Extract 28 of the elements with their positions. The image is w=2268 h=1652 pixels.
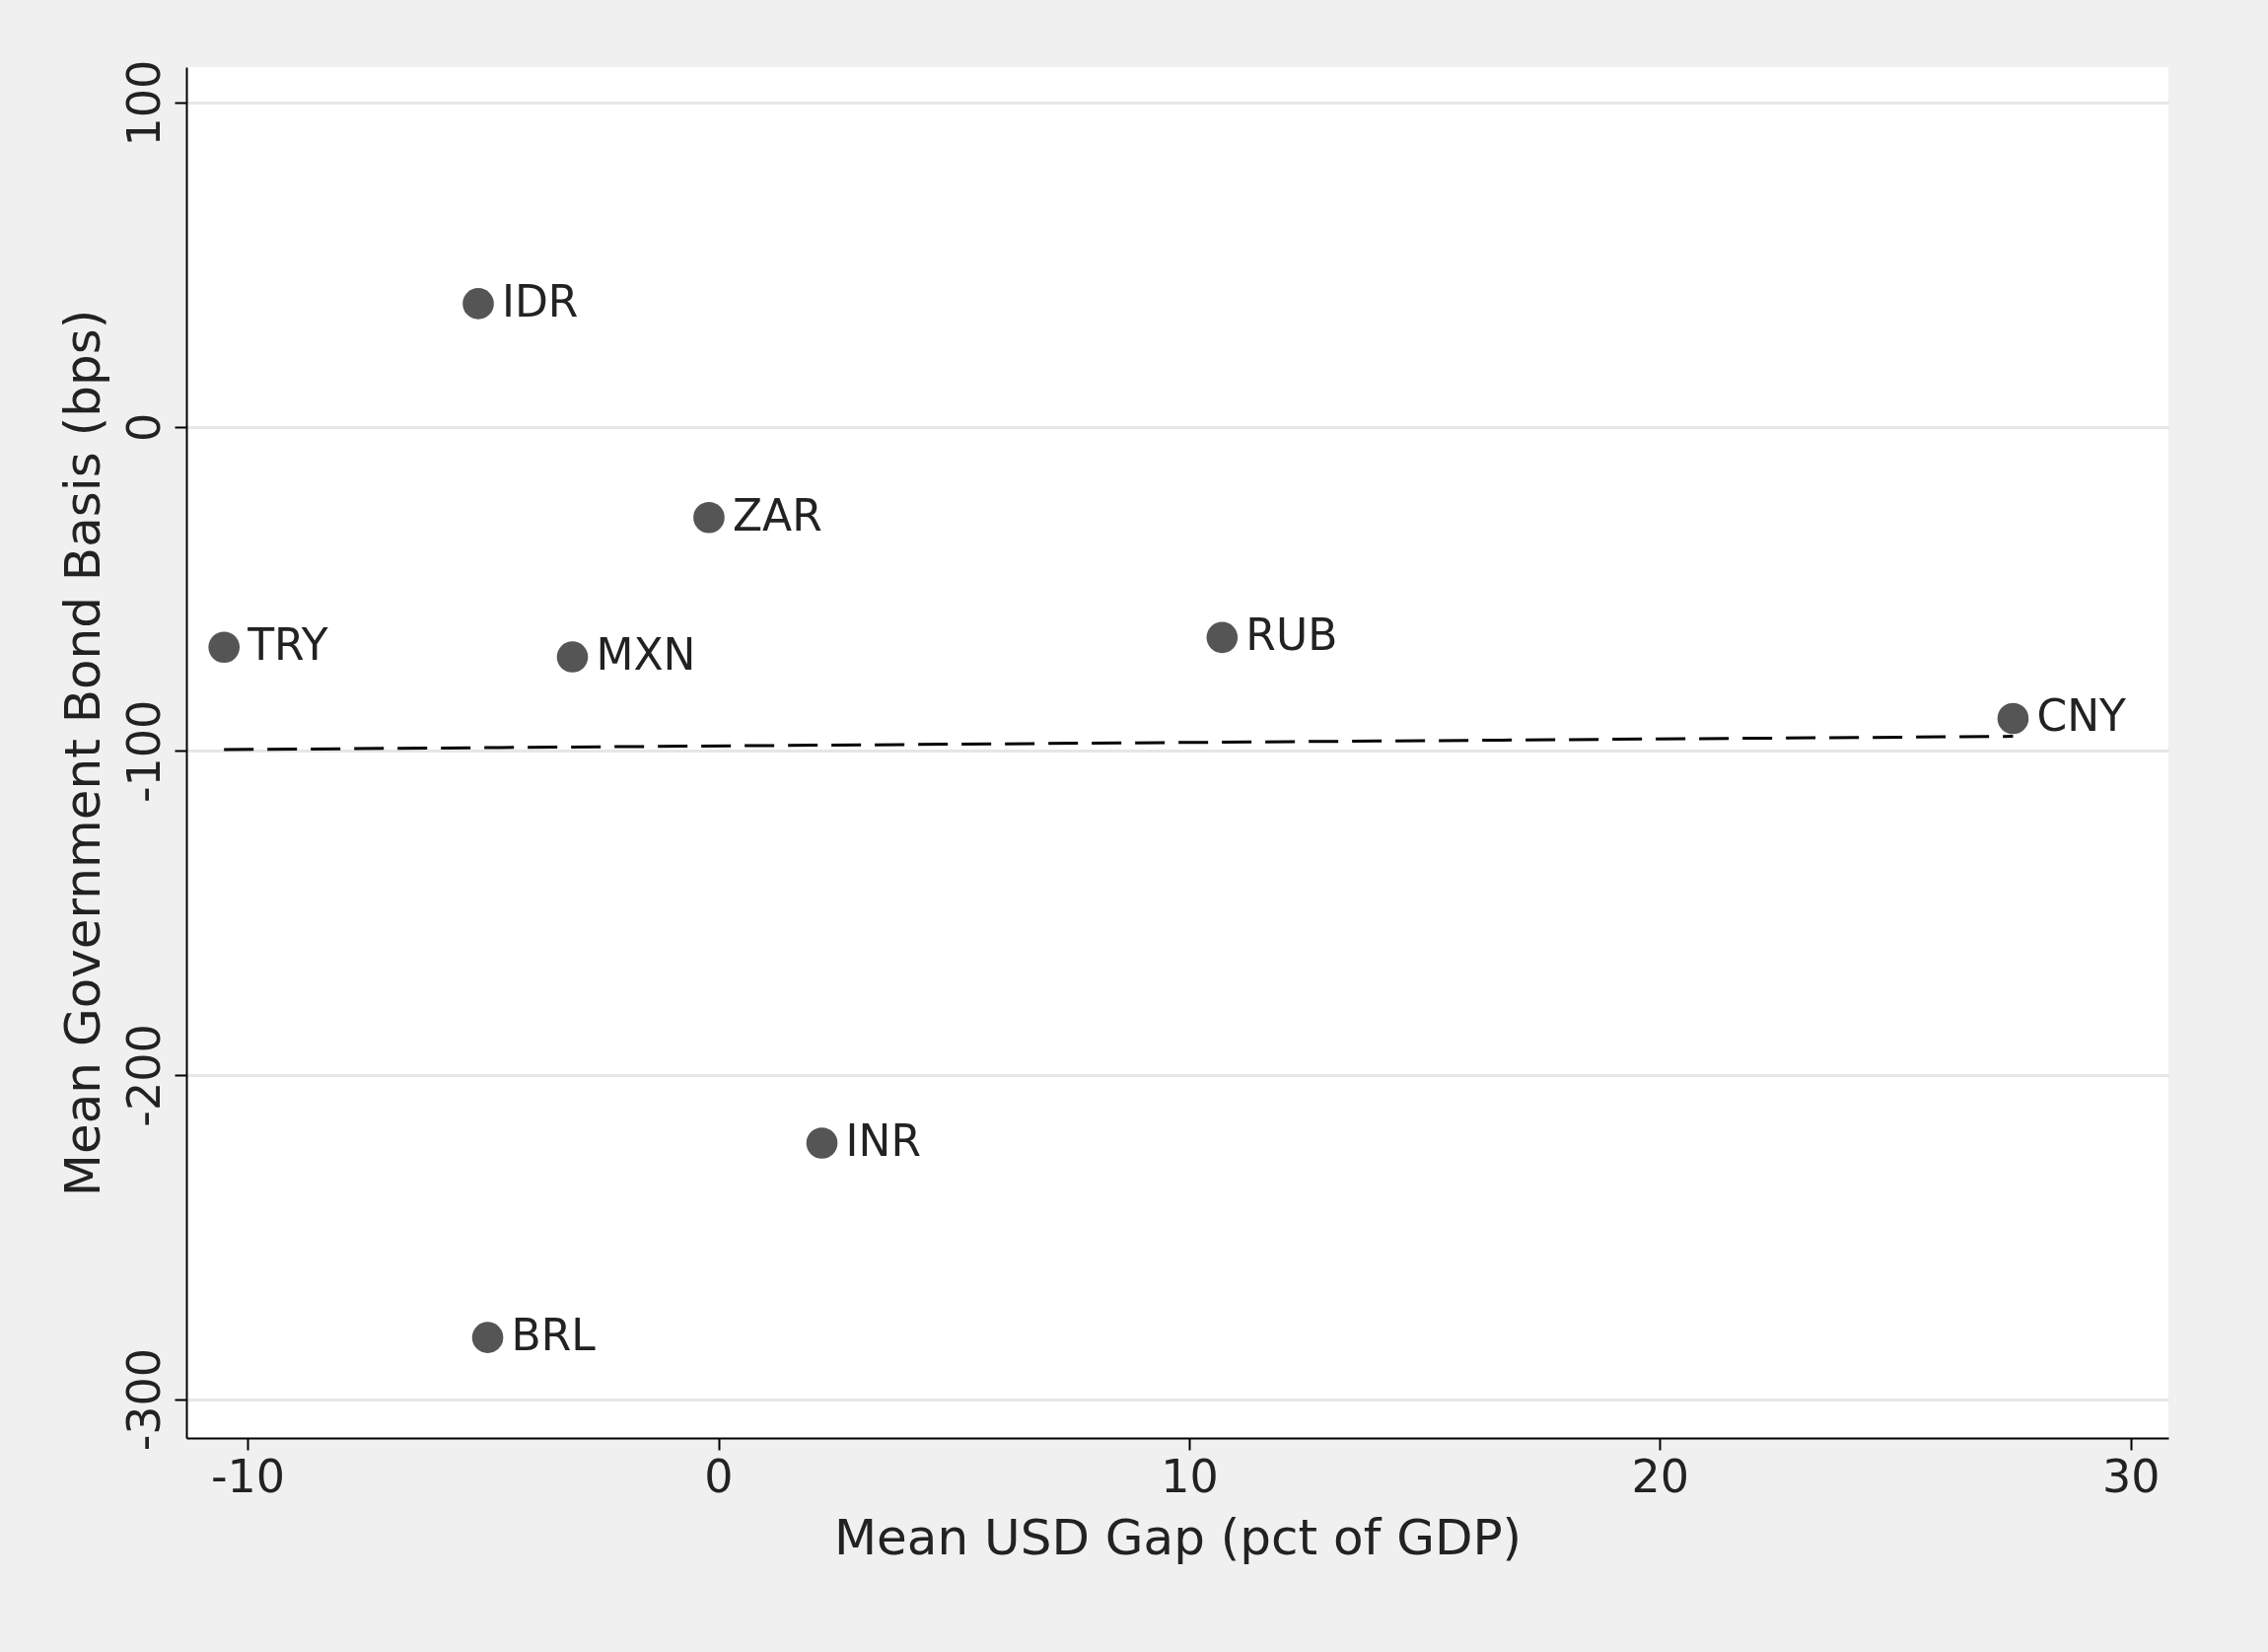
x-tick-label: -10 — [211, 1449, 286, 1503]
y-tick-label: -100 — [116, 699, 171, 804]
annotation: CNY — [2036, 690, 2127, 742]
y-tick-label: -200 — [116, 1024, 171, 1127]
x-tick-label: 0 — [704, 1449, 734, 1503]
y-tick-label: 100 — [116, 59, 171, 147]
x-axis-title: Mean USD Gap (pct of GDP) — [833, 1508, 1523, 1566]
annotation: RUB — [1245, 610, 1338, 661]
point — [693, 501, 725, 534]
x-tick-label: 10 — [1161, 1449, 1219, 1503]
annotation: INR — [845, 1114, 922, 1166]
y-tick-label: 0 — [116, 412, 171, 442]
point — [1206, 621, 1239, 654]
annotation: BRL — [511, 1310, 597, 1361]
point — [471, 1322, 504, 1353]
y-tick-label: -300 — [116, 1347, 171, 1452]
x-tick-label: 20 — [1631, 1449, 1690, 1503]
point — [806, 1127, 838, 1159]
point — [1997, 702, 2029, 735]
annotation: TRY — [247, 619, 328, 671]
x-tick-label: 30 — [2102, 1449, 2161, 1503]
y-axis-title: Mean Government Bond Basis (bps) — [53, 309, 111, 1197]
annotation: IDR — [502, 275, 579, 326]
point — [556, 641, 589, 673]
annotation: MXN — [596, 629, 696, 681]
annotation: ZAR — [732, 489, 822, 540]
point — [462, 288, 494, 320]
point — [208, 631, 241, 663]
